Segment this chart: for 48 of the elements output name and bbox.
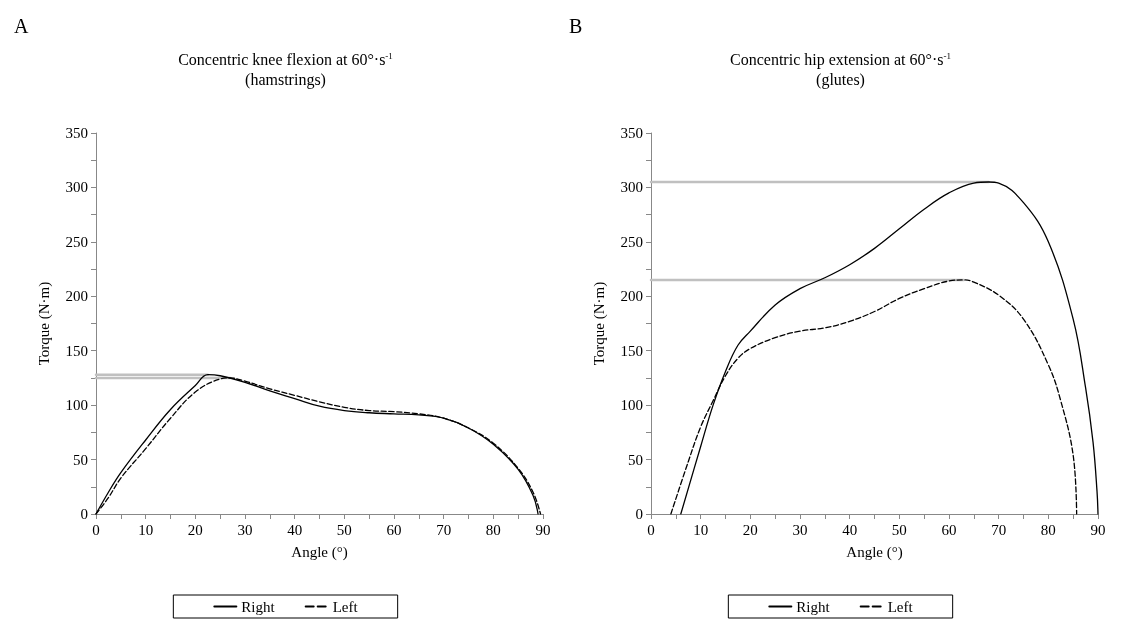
x-tick-label: 20 (742, 521, 758, 538)
y-tick-label: 100 (65, 397, 88, 414)
y-tick-label: 0 (635, 506, 643, 522)
x-axis-title: Angle (°) (846, 543, 903, 561)
legend-label: Right (241, 598, 276, 615)
y-tick-label: 350 (65, 125, 88, 141)
y-axis-title: Torque (N·m) (35, 281, 53, 366)
x-tick-label: 10 (138, 521, 154, 538)
x-tick-label: 60 (941, 521, 957, 538)
text: A (14, 15, 29, 37)
legend-label: Left (332, 598, 359, 615)
x-tick-label: 30 (237, 521, 253, 538)
x-tick-label: 60 (386, 521, 402, 538)
x-tick-label: 80 (1040, 521, 1056, 538)
x-tick-label: 20 (187, 521, 203, 538)
y-tick-label: 200 (620, 288, 643, 305)
chart-subtitle: (glutes) (816, 71, 865, 89)
x-tick-label: 30 (792, 521, 808, 538)
y-tick-label: 200 (65, 288, 88, 305)
x-tick-label: 50 (336, 521, 352, 538)
x-tick-label: 10 (693, 521, 709, 538)
x-tick-label: 0 (647, 521, 655, 538)
x-tick-label: 80 (485, 521, 501, 538)
y-tick-label: 300 (65, 179, 88, 196)
y-tick-label: 50 (73, 451, 88, 468)
y-tick-label: 50 (628, 451, 643, 468)
x-tick-label: 90 (535, 521, 551, 538)
y-tick-label: 150 (620, 342, 643, 359)
legend-label: Left (887, 598, 914, 615)
x-tick-label: 90 (1090, 521, 1106, 538)
x-tick-label: 40 (842, 521, 858, 538)
y-tick-label: 250 (65, 233, 88, 250)
y-tick-label: 150 (65, 342, 88, 359)
x-tick-label: 50 (891, 521, 907, 538)
x-tick-label: 40 (287, 521, 303, 538)
x-axis-title: Angle (°) (291, 543, 348, 561)
x-tick-label: 70 (436, 521, 452, 538)
y-tick-label: 0 (80, 506, 88, 522)
y-tick-label: 250 (620, 233, 643, 250)
x-tick-label: 0 (92, 521, 100, 538)
y-tick-label: 350 (620, 125, 643, 141)
legend-label: Right (796, 598, 831, 615)
y-tick-label: 300 (620, 179, 643, 196)
text: B (569, 15, 583, 37)
x-tick-label: 70 (991, 521, 1007, 538)
chart-subtitle: (hamstrings) (245, 71, 326, 89)
y-axis-title: Torque (N·m) (590, 281, 608, 366)
y-tick-label: 100 (620, 397, 643, 414)
